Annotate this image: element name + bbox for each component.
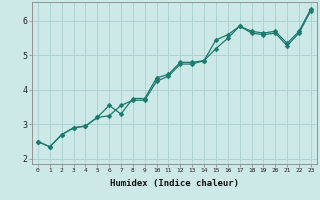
X-axis label: Humidex (Indice chaleur): Humidex (Indice chaleur) <box>110 179 239 188</box>
